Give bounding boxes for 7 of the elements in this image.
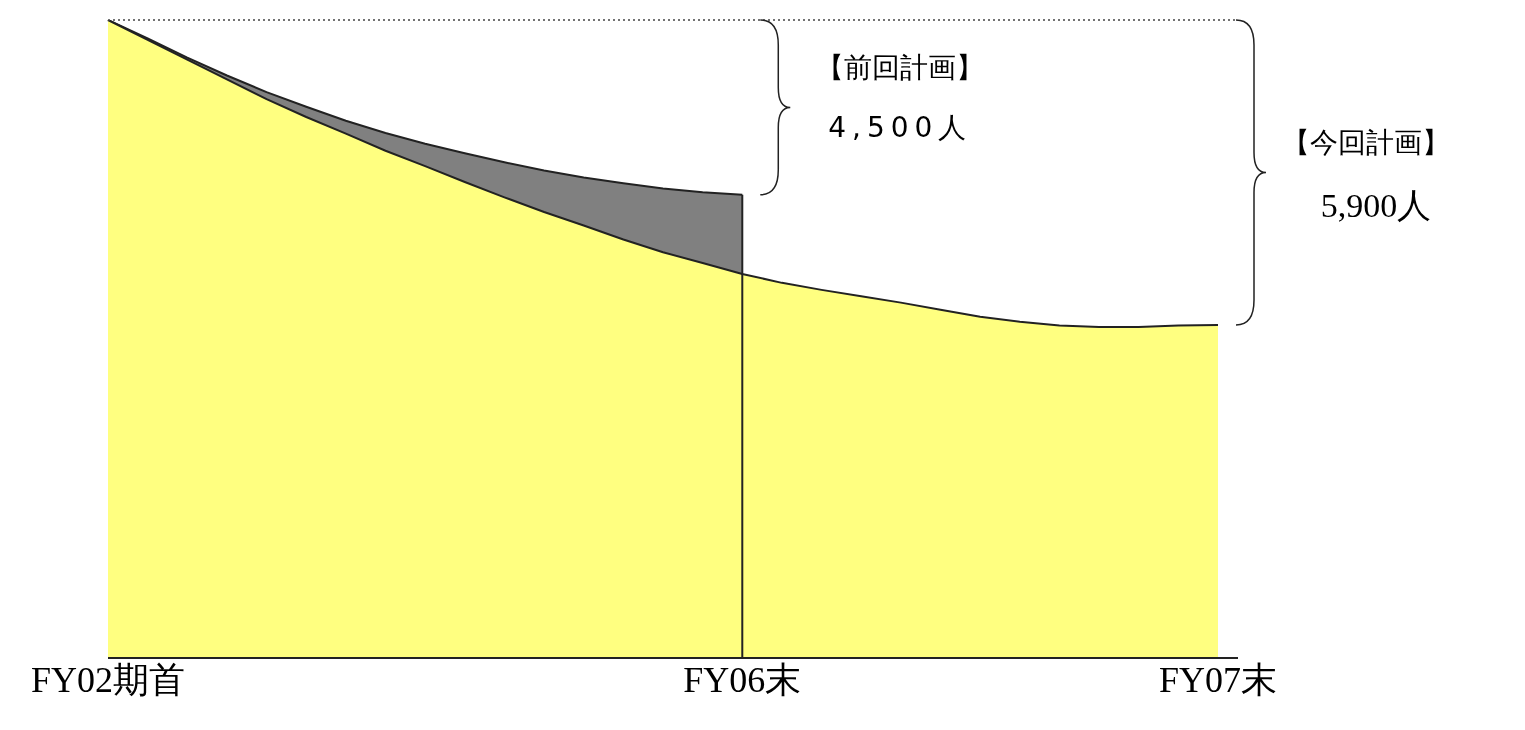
annotation: 4,500人 bbox=[828, 111, 973, 145]
text: 【今回計画】 bbox=[1282, 126, 1450, 160]
x-tick-label: FY06末 bbox=[683, 659, 802, 700]
x-tick-label: FY02期首 bbox=[30, 659, 186, 700]
text: 5,900人 bbox=[1320, 187, 1432, 225]
x-tick-label: FY07末 bbox=[1158, 659, 1278, 700]
annotation: 【前回計画】 bbox=[816, 51, 985, 85]
